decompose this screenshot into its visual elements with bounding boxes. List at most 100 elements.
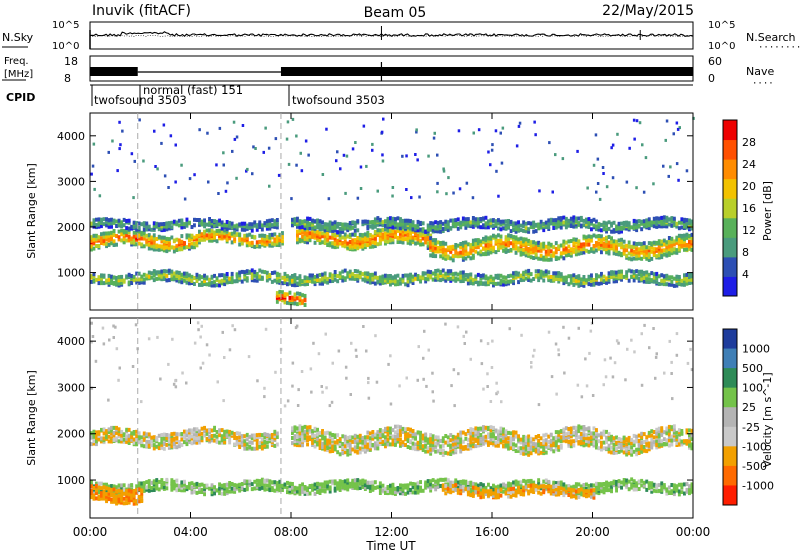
heatmap-cell [127, 226, 131, 231]
heatmap-cell [208, 222, 211, 227]
heatmap-cell [175, 478, 179, 483]
heatmap-cell [509, 234, 513, 238]
heatmap-cell [308, 273, 312, 278]
heatmap-cell [409, 225, 412, 230]
heatmap-cell [384, 241, 387, 246]
heatmap-cell [441, 448, 445, 453]
heatmap-cell [424, 271, 428, 276]
heatmap-cell [265, 278, 269, 283]
heatmap-cell [333, 433, 337, 438]
heatmap-cell [255, 227, 259, 232]
echo-speck [268, 184, 271, 188]
heatmap-cell [185, 245, 189, 250]
heatmap-cell [675, 224, 679, 229]
heatmap-cell [281, 231, 284, 236]
heatmap-cell [391, 232, 395, 237]
heatmap-cell [469, 247, 473, 252]
heatmap-cell [172, 219, 176, 224]
echo-speck [154, 165, 157, 168]
heatmap-cell [615, 435, 618, 440]
heatmap-cell [662, 238, 666, 243]
heatmap-cell [683, 282, 686, 287]
heatmap-cell [476, 443, 480, 448]
heatmap-cell [547, 257, 551, 262]
heatmap-cell [466, 442, 470, 447]
heatmap-cell [316, 238, 319, 242]
heatmap-cell [466, 221, 470, 226]
heatmap-cell [117, 218, 121, 223]
colorbar-tick-label: 20 [742, 180, 756, 193]
heatmap-cell [431, 221, 435, 226]
heatmap-cell [188, 435, 191, 440]
heatmap-cell [336, 439, 340, 443]
heatmap-cell [574, 428, 578, 433]
heatmap-cell [567, 253, 571, 257]
echo-speck [339, 167, 342, 171]
heatmap-cell [205, 222, 209, 227]
heatmap-cell [640, 276, 644, 281]
heatmap-cell [275, 239, 279, 243]
heatmap-cell [602, 440, 606, 445]
heatmap-cell [677, 240, 681, 245]
heatmap-cell [188, 277, 191, 282]
heatmap-cell [100, 436, 103, 441]
heatmap-cell [230, 274, 234, 279]
heatmap-cell [502, 427, 505, 432]
heatmap-cell [389, 228, 392, 233]
heatmap-cell [479, 280, 483, 285]
heatmap-cell [356, 269, 360, 274]
heatmap-cell [612, 239, 616, 244]
heatmap-cell [223, 231, 227, 236]
echo-speck [295, 134, 298, 138]
heatmap-cell [100, 236, 103, 241]
heatmap-cell [248, 445, 252, 449]
heatmap-cell [275, 218, 279, 222]
heatmap-cell [444, 227, 448, 231]
heatmap-cell [637, 442, 641, 446]
heatmap-cell [484, 235, 488, 240]
heatmap-cell [258, 239, 262, 244]
heatmap-cell [177, 279, 181, 284]
heatmap-cell [391, 428, 395, 433]
heatmap-cell [147, 242, 151, 247]
heatmap-cell [461, 257, 465, 262]
freq-block [280, 67, 693, 76]
heatmap-cell [235, 442, 239, 447]
echo-speck [667, 174, 670, 178]
heatmap-cell [657, 255, 661, 260]
heatmap-cell [549, 253, 553, 258]
heatmap-cell [253, 278, 257, 283]
heatmap-cell [683, 224, 686, 229]
heatmap-cell [373, 240, 377, 245]
heatmap-cell [617, 221, 621, 226]
heatmap-cell [230, 430, 234, 435]
heatmap-cell [142, 431, 146, 436]
heatmap-cell [210, 436, 214, 441]
heatmap-cell [198, 282, 201, 287]
heatmap-cell [175, 276, 179, 281]
heatmap-cell [620, 241, 623, 246]
heatmap-cell [296, 276, 299, 281]
heatmap-cell [110, 281, 113, 285]
heatmap-cell [165, 486, 169, 491]
heatmap-cell [223, 432, 227, 437]
heatmap-cell [489, 242, 493, 247]
heatmap-cell [600, 234, 603, 239]
heatmap-cell [389, 219, 392, 224]
heatmap-cell [610, 246, 613, 251]
heatmap-cell [198, 218, 201, 222]
heatmap-cell [652, 430, 656, 434]
heatmap-cell [208, 228, 211, 233]
heatmap-cell [366, 437, 370, 442]
heatmap-cell [293, 485, 297, 490]
site-title: Inuvik (fitACF) [92, 3, 191, 19]
heatmap-cell [180, 442, 184, 447]
beam-title: Beam 05 [364, 5, 427, 21]
heatmap-cell [600, 277, 603, 282]
heatmap-cell [574, 278, 578, 283]
heatmap-cell [218, 433, 221, 438]
heatmap-cell [361, 219, 365, 224]
heatmap-cell [172, 431, 176, 436]
heatmap-cell [120, 222, 124, 227]
heatmap-cell [275, 442, 279, 447]
